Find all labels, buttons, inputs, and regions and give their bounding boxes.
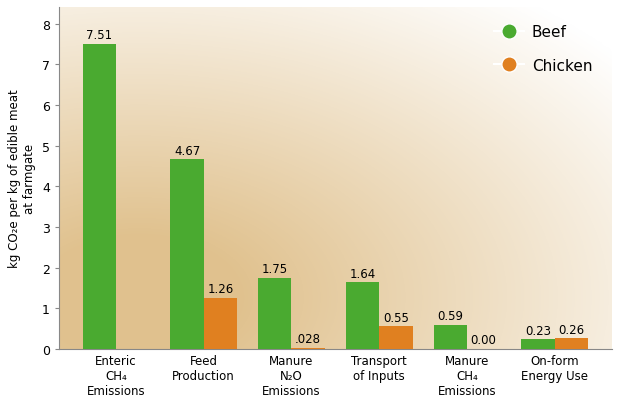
Y-axis label: kg CO₂e per kg of edible meat
at farmgate: kg CO₂e per kg of edible meat at farmgat… xyxy=(8,90,37,268)
Text: 1.75: 1.75 xyxy=(262,262,288,275)
Text: 0.00: 0.00 xyxy=(471,334,497,347)
Text: 0.23: 0.23 xyxy=(525,324,551,337)
Text: .028: .028 xyxy=(295,333,321,345)
Text: 0.59: 0.59 xyxy=(437,309,463,323)
Bar xyxy=(204,298,237,349)
Bar xyxy=(170,160,204,349)
Bar xyxy=(346,282,379,349)
Bar xyxy=(555,339,588,349)
Text: 7.51: 7.51 xyxy=(86,29,112,42)
Text: 1.64: 1.64 xyxy=(349,267,376,280)
Text: 0.55: 0.55 xyxy=(383,311,409,324)
Text: 1.26: 1.26 xyxy=(207,282,234,295)
Bar xyxy=(433,325,467,349)
Text: 4.67: 4.67 xyxy=(174,144,200,157)
Bar xyxy=(291,348,325,349)
Text: 0.26: 0.26 xyxy=(558,323,585,336)
Bar xyxy=(379,327,412,349)
Bar xyxy=(521,340,555,349)
Legend: Beef, Chicken: Beef, Chicken xyxy=(487,19,598,80)
Bar xyxy=(258,278,291,349)
Bar xyxy=(82,45,116,349)
